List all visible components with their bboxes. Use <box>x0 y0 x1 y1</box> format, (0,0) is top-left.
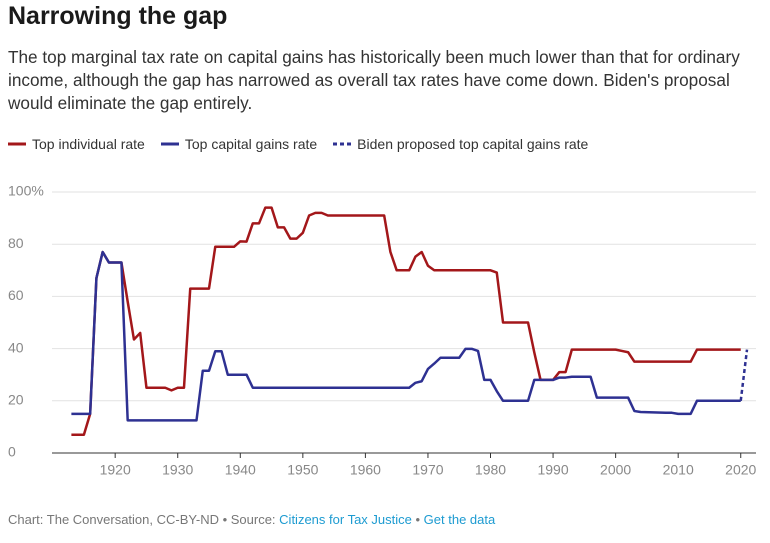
y-tick-label: 100% <box>8 183 44 199</box>
data-link[interactable]: Get the data <box>423 512 496 527</box>
legend-item: Top capital gains rate <box>160 136 318 152</box>
legend-swatch <box>160 142 179 146</box>
chart-subtitle: The top marginal tax rate on capital gai… <box>8 47 740 113</box>
x-tick-label: 1940 <box>225 462 256 478</box>
y-tick-label: 40 <box>8 339 24 355</box>
footer: Chart: The Conversation, CC-BY-ND • Sour… <box>8 512 495 527</box>
x-tick-label: 2000 <box>600 462 631 478</box>
legend-item: Biden proposed top capital gains rate <box>333 136 588 152</box>
series-line <box>739 349 749 401</box>
legend-swatch <box>333 142 352 146</box>
y-tick-label: 0 <box>8 444 16 460</box>
legend-item: Top individual rate <box>8 136 145 152</box>
x-tick-label: 1980 <box>475 462 506 478</box>
y-tick-label: 80 <box>8 235 24 251</box>
source-link[interactable]: Citizens for Tax Justice <box>279 512 412 527</box>
x-tick-label: 1970 <box>412 462 443 478</box>
legend-label: Top individual rate <box>32 136 145 152</box>
x-tick-label: 2010 <box>663 462 694 478</box>
series-line <box>71 250 741 422</box>
legend-swatch <box>8 142 26 146</box>
chart-title: Narrowing the gap <box>8 2 228 30</box>
x-tick-label: 1960 <box>350 462 381 478</box>
x-tick-label: 2020 <box>725 462 756 478</box>
separator: • <box>411 512 424 527</box>
x-tick-label: 1930 <box>162 462 193 478</box>
legend: Top individual rate Top capital gains rat… <box>8 136 588 152</box>
chart: 0 20 40 60 80 100% 1920 1930 1940 1950 1960 1970 198… <box>8 183 757 478</box>
series-line <box>71 206 741 436</box>
legend-label: Biden proposed top capital gains rate <box>357 136 589 152</box>
x-tick-label: 1950 <box>287 462 318 478</box>
y-tick-label: 60 <box>8 287 24 303</box>
y-tick-label: 20 <box>8 392 24 408</box>
x-tick-label: 1990 <box>537 462 568 478</box>
credit: Chart: The Conversation, CC-BY-ND • Sour… <box>8 512 280 527</box>
x-tick-label: 1920 <box>100 462 131 478</box>
legend-label: Top capital gains rate <box>184 136 318 152</box>
